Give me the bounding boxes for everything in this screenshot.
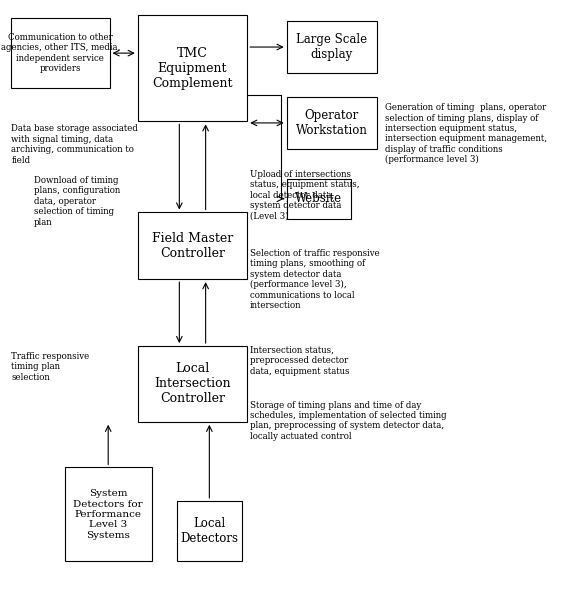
Text: Local
Intersection
Controller: Local Intersection Controller xyxy=(154,362,231,405)
Bar xyxy=(138,346,247,422)
Text: Data base storage associated
with signal timing, data
archiving, communication t: Data base storage associated with signal… xyxy=(11,124,138,164)
Bar xyxy=(65,467,152,561)
Text: System
Detectors for
Performance
Level 3
Systems: System Detectors for Performance Level 3… xyxy=(74,489,143,540)
Text: Operator
Workstation: Operator Workstation xyxy=(296,109,368,137)
Bar xyxy=(11,18,110,88)
Text: Local
Detectors: Local Detectors xyxy=(180,517,238,545)
Text: Selection of traffic responsive
timing plans, smoothing of
system detector data
: Selection of traffic responsive timing p… xyxy=(250,249,380,310)
Bar xyxy=(177,501,242,561)
Text: Download of timing
plans, configuration
data, operator
selection of timing
plan: Download of timing plans, configuration … xyxy=(34,176,120,226)
Bar xyxy=(287,97,377,149)
Text: TMC
Equipment
Complement: TMC Equipment Complement xyxy=(152,47,233,90)
Bar xyxy=(287,179,351,219)
Text: Communication to other
agencies, other ITS, media,
independent service
providers: Communication to other agencies, other I… xyxy=(1,33,120,73)
Bar xyxy=(138,212,247,279)
Text: Intersection status,
preprocessed detector
data, equipment status: Intersection status, preprocessed detect… xyxy=(250,346,350,376)
Text: Upload of intersections
status, equipment status,
local detector data,
system de: Upload of intersections status, equipmen… xyxy=(250,170,360,220)
Text: Field Master
Controller: Field Master Controller xyxy=(152,232,233,260)
Text: Storage of timing plans and time of day
schedules, implementation of selected ti: Storage of timing plans and time of day … xyxy=(250,401,447,441)
Text: Large Scale
display: Large Scale display xyxy=(296,33,367,61)
Bar xyxy=(138,15,247,121)
Bar xyxy=(287,21,377,73)
Text: Generation of timing  plans, operator
selection of timing plans, display of
inte: Generation of timing plans, operator sel… xyxy=(385,103,547,164)
Text: Website: Website xyxy=(296,192,342,205)
Text: Traffic responsive
timing plan
selection: Traffic responsive timing plan selection xyxy=(11,352,89,382)
